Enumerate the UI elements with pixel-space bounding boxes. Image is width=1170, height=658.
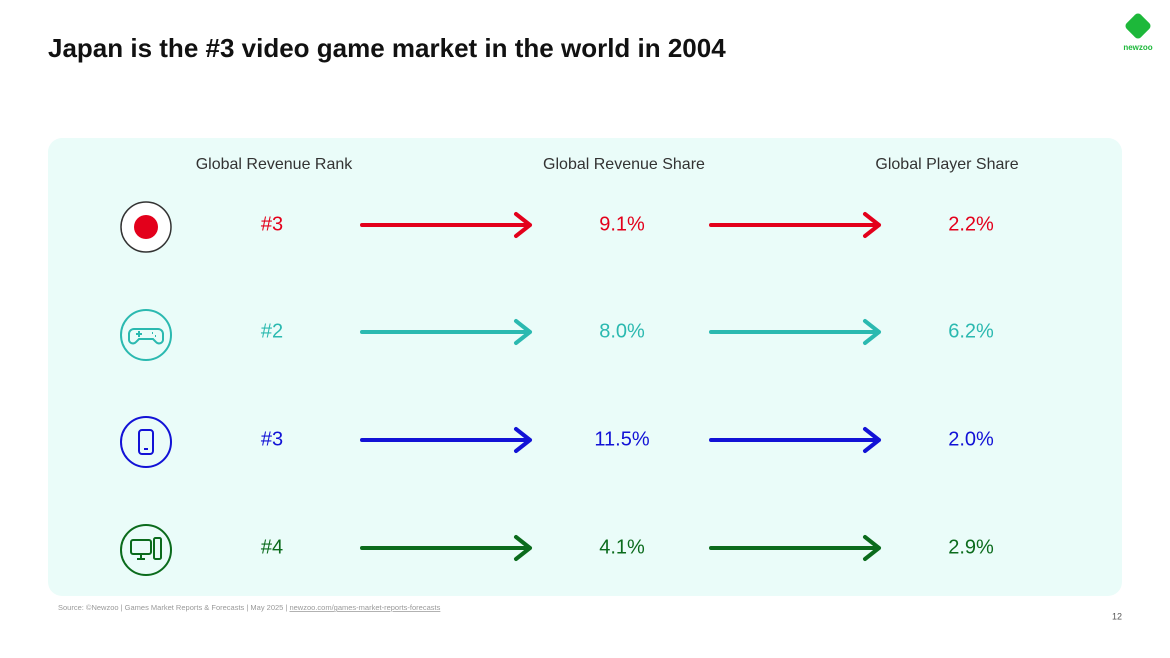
cell: 8.0% — [599, 320, 645, 342]
pc-icon — [120, 524, 172, 576]
page-number: 12 — [1112, 611, 1122, 621]
column-header: Global Revenue Rank — [196, 156, 354, 173]
icon-ring — [120, 416, 172, 468]
cell: 2.9% — [948, 536, 994, 558]
rows: #3 9.1% 2.2% #2 8.0% 6.2% #3 11.5% 2.0% #4 4.1% 2.9… — [261, 212, 994, 561]
panel — [48, 138, 1122, 596]
japan-icon — [120, 201, 172, 253]
arrow — [360, 319, 532, 345]
icon-ring — [120, 524, 172, 576]
source: Source: ©Newzoo | Games Market Reports &… — [58, 603, 289, 612]
footer-source: Source: ©Newzoo | Games Market Reports &… — [58, 603, 441, 612]
arrow — [709, 427, 881, 453]
cell: #3 — [261, 428, 283, 450]
cell: #3 — [261, 213, 283, 235]
column-header: Global Player Share — [875, 156, 1018, 173]
mobile-icon — [120, 416, 172, 468]
flag-dot — [134, 215, 158, 239]
cell: 2.0% — [948, 428, 994, 450]
gamepad — [128, 328, 164, 345]
arrow — [360, 212, 532, 238]
arrow — [360, 535, 532, 561]
cell: #4 — [261, 536, 283, 558]
monitor-stand — [137, 554, 145, 560]
logo: newzoo — [1123, 13, 1153, 52]
arrow — [709, 535, 881, 561]
arrow — [360, 427, 532, 453]
logo-mark — [1125, 13, 1151, 39]
phone — [138, 429, 154, 455]
source-link[interactable]: newzoo.com/games-market-reports-forecast… — [289, 603, 440, 612]
cell: 2.2% — [948, 213, 994, 235]
title: Japan is the #3 video game market in the… — [48, 33, 726, 63]
logo-text: newzoo — [1123, 43, 1152, 52]
arrow — [709, 212, 881, 238]
cell: 4.1% — [599, 536, 645, 558]
cell: 6.2% — [948, 320, 994, 342]
cell: #2 — [261, 320, 283, 342]
cell: 11.5% — [594, 428, 649, 450]
gamepad-buttons — [136, 331, 156, 337]
tower — [153, 537, 162, 560]
icon-ring — [120, 309, 172, 361]
cell: 9.1% — [599, 213, 645, 235]
column-header: Global Revenue Share — [543, 156, 705, 173]
arrow — [709, 319, 881, 345]
console-icon — [120, 309, 172, 361]
